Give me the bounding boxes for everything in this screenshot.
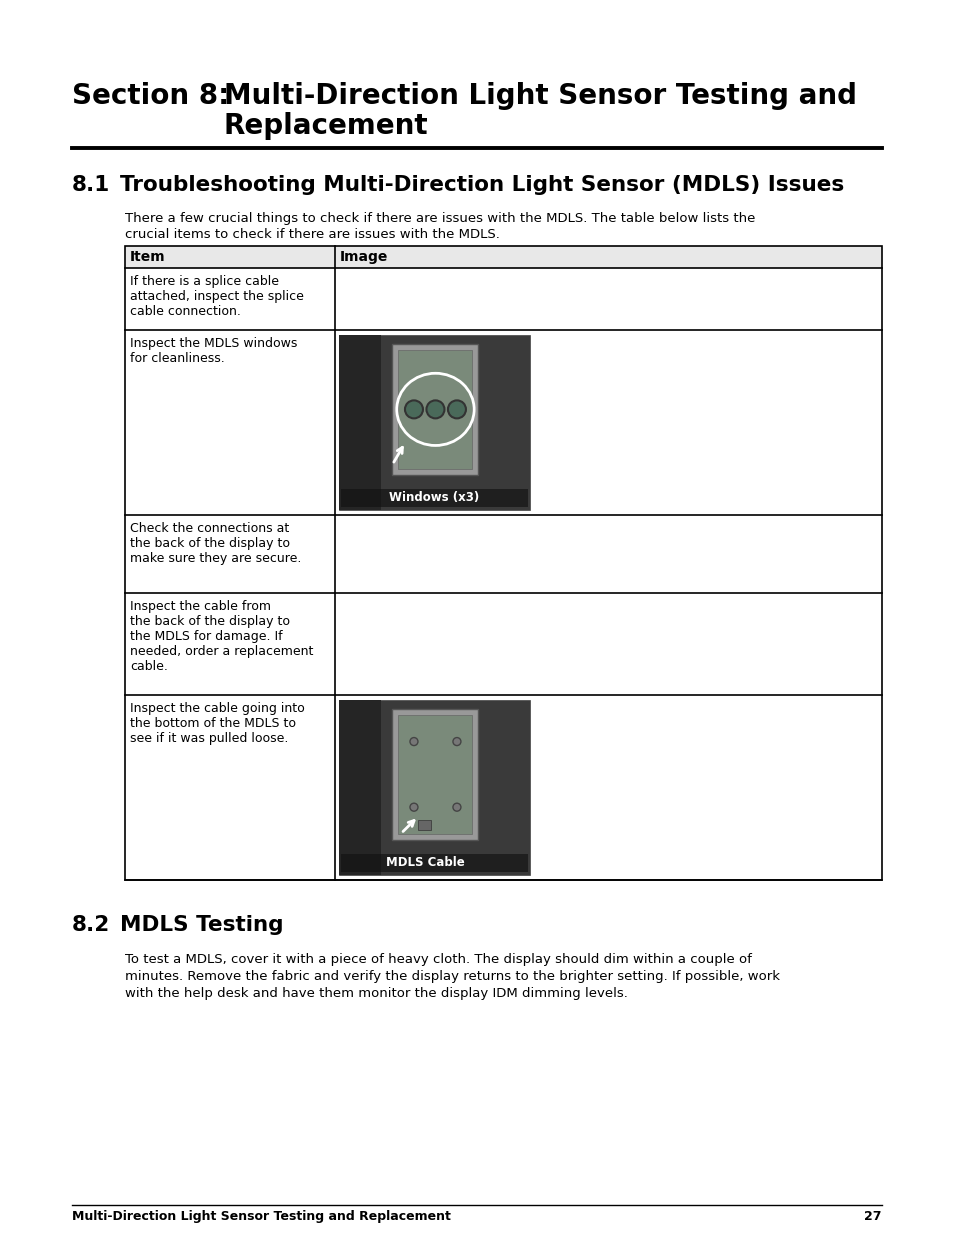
Text: Check the connections at: Check the connections at [130,522,289,535]
Circle shape [410,803,417,811]
Text: MDLS Cable: MDLS Cable [385,857,464,869]
Text: 8.2: 8.2 [71,915,111,935]
Bar [417,820,431,830]
Circle shape [453,803,460,811]
Text: cable connection.: cable connection. [130,305,240,317]
Text: make sure they are secure.: make sure they are secure. [130,552,301,564]
Text: MDLS Testing: MDLS Testing [120,915,283,935]
Text: Section 8:: Section 8: [71,82,229,110]
Text: Item: Item [130,249,166,264]
Text: needed, order a replacement: needed, order a replacement [130,645,313,658]
Text: minutes. Remove the fabric and verify the display returns to the brighter settin: minutes. Remove the fabric and verify th… [125,969,780,983]
Bar [340,853,527,872]
Bar [398,715,472,834]
Bar [338,700,530,876]
Bar [338,335,380,510]
Bar [338,700,380,876]
Text: Image: Image [339,249,388,264]
Text: cable.: cable. [130,659,168,673]
Circle shape [453,737,460,746]
Bar [338,335,530,510]
Text: Troubleshooting Multi-Direction Light Sensor (MDLS) Issues: Troubleshooting Multi-Direction Light Se… [120,175,843,195]
Text: Inspect the MDLS windows: Inspect the MDLS windows [130,337,297,350]
Text: There a few crucial things to check if there are issues with the MDLS. The table: There a few crucial things to check if t… [125,212,755,225]
Text: Inspect the cable going into: Inspect the cable going into [130,701,304,715]
Circle shape [410,737,417,746]
Bar [125,246,882,881]
Bar [340,489,527,508]
Text: If there is a splice cable: If there is a splice cable [130,275,278,288]
Text: 8.1: 8.1 [71,175,111,195]
Text: Windows (x3): Windows (x3) [389,492,479,505]
Text: the MDLS for damage. If: the MDLS for damage. If [130,630,282,643]
Text: the bottom of the MDLS to: the bottom of the MDLS to [130,718,295,730]
Text: see if it was pulled loose.: see if it was pulled loose. [130,732,288,745]
Text: Replacement: Replacement [224,112,428,140]
Bar [392,709,477,840]
Circle shape [448,400,465,419]
Bar [398,350,472,469]
Bar [125,246,882,268]
Text: for cleanliness.: for cleanliness. [130,352,225,366]
Text: To test a MDLS, cover it with a piece of heavy cloth. The display should dim wit: To test a MDLS, cover it with a piece of… [125,953,751,966]
Text: Multi-Direction Light Sensor Testing and: Multi-Direction Light Sensor Testing and [224,82,856,110]
Text: attached, inspect the splice: attached, inspect the splice [130,290,304,303]
Text: Inspect the cable from: Inspect the cable from [130,600,271,613]
Circle shape [404,400,422,419]
Text: Multi-Direction Light Sensor Testing and Replacement: Multi-Direction Light Sensor Testing and… [71,1210,451,1223]
Text: with the help desk and have them monitor the display IDM dimming levels.: with the help desk and have them monitor… [125,987,627,1000]
Text: 27: 27 [863,1210,882,1223]
Text: the back of the display to: the back of the display to [130,615,290,629]
Bar [392,343,477,475]
Text: crucial items to check if there are issues with the MDLS.: crucial items to check if there are issu… [125,228,499,241]
Text: the back of the display to: the back of the display to [130,537,290,550]
Circle shape [426,400,444,419]
